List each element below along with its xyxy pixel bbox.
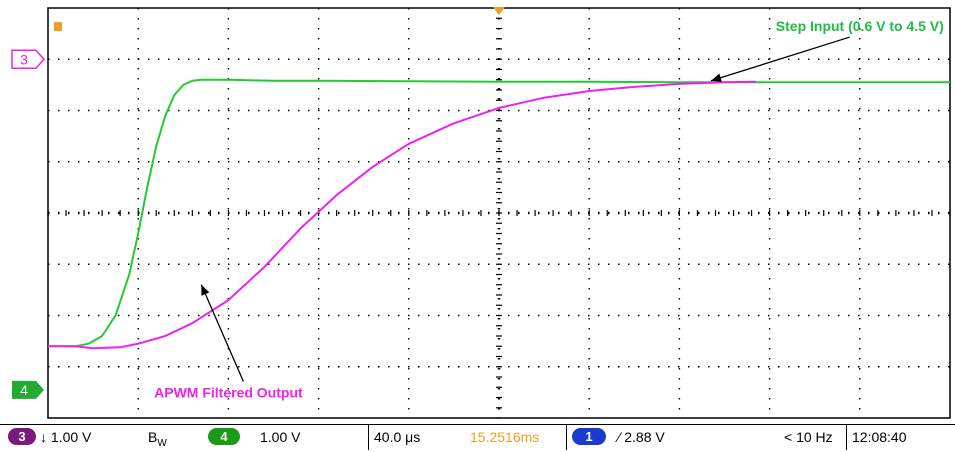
divider [566,425,567,450]
channel-markers: 34 [11,49,46,399]
annotations: Step Input (0.6 V to 4.5 V) APWM Filtered… [154,18,944,400]
annotation-arrow [710,36,850,82]
annotation-arrow [200,284,244,382]
trace-ch3 [48,80,757,350]
graticule-grid [47,7,951,419]
arrow-head-icon [710,73,722,82]
trigger-position-icon [493,7,505,15]
traces [48,78,950,350]
annotation-step-input: Step Input (0.6 V to 4.5 V) [776,18,944,34]
clock: 12:08:40 [852,429,907,445]
annotation-filtered-output: APWM Filtered Output [154,385,303,401]
status-bar: 3 ↓ 1.00 V BW 4 1.00 V 40.0 μs 15.2516ms… [0,424,955,450]
trigger-position: 15.2516ms [470,429,540,445]
arrow-head-icon [201,284,210,296]
ch4-marker [12,380,44,399]
bandwidth-limit: BW [148,429,167,449]
trigger-source-badge[interactable]: 1 [572,428,606,445]
trigger-frequency: < 10 Hz [784,429,833,445]
trigger-level: ∕ 2.88 V [618,429,665,445]
ch3-scale: ↓ 1.00 V [40,429,92,445]
divider [846,425,847,450]
trace-ch4 [48,78,950,348]
ch4-badge[interactable]: 4 [208,428,240,445]
ch3-marker-label: 3 [20,51,28,67]
ch4-scale: 1.00 V [260,429,301,445]
divider [368,425,369,450]
timebase: 40.0 μs [374,429,421,445]
ch3-marker [11,49,46,69]
trigger-level-icon [54,22,62,31]
ch4-marker-label: 4 [20,382,28,398]
ch3-badge[interactable]: 3 [8,428,36,445]
